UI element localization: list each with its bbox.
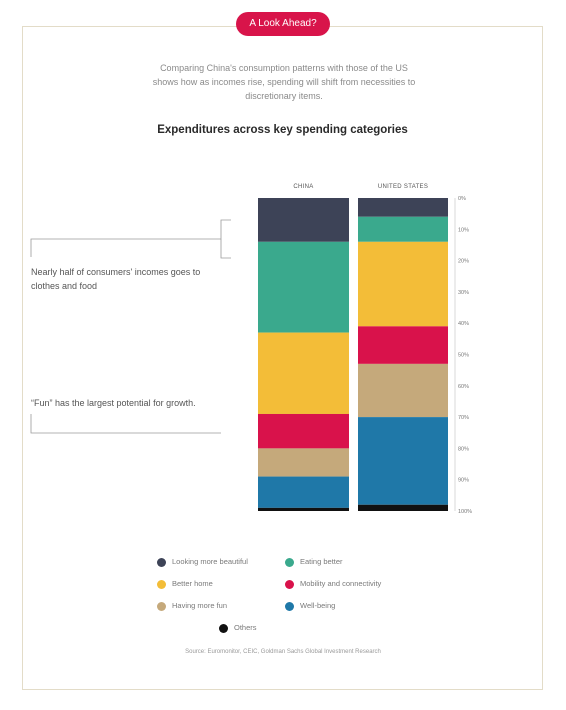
leader-line-1-bracket [220, 239, 231, 259]
bar-united-states-better-home [358, 241, 448, 327]
legend-swatch [285, 579, 294, 589]
y-tick-label: 50% [458, 353, 469, 359]
annotation-food-clothes: Nearly half of consumers' incomes goes t… [31, 267, 201, 291]
bar-china-having-more-fun [258, 448, 349, 477]
legend-item-well-being: Well-being [285, 601, 335, 611]
y-tick-label: 80% [458, 446, 469, 452]
column-label-china: CHINA [293, 184, 314, 190]
bar-china-better-home [258, 332, 349, 414]
legend-label: Better home [172, 579, 213, 588]
legend-item-looking-more-beautiful: Looking more beautiful [157, 557, 248, 567]
y-tick-label: 100% [458, 509, 472, 515]
bar-china-mobility-and-connectivity [258, 413, 349, 449]
y-tick-label: 0% [458, 196, 466, 202]
legend-label: Having more fun [172, 601, 228, 610]
bar-united-states-mobility-and-connectivity [358, 326, 448, 364]
bar-china-looking-more-beautiful [258, 198, 349, 242]
legend-label: Others [234, 623, 257, 632]
legend-swatch [157, 557, 166, 567]
legend-item-better-home: Better home [157, 579, 213, 589]
subtitle: Comparing China's consumption patterns w… [152, 63, 416, 101]
y-tick-label: 10% [458, 227, 469, 233]
y-tick-label: 70% [458, 415, 469, 421]
bar-united-states-well-being [358, 417, 448, 505]
y-tick-label: 40% [458, 321, 469, 327]
y-tick-label: 60% [458, 384, 469, 390]
column-label-us: UNITED STATES [377, 184, 429, 190]
legend-label: Eating better [300, 557, 343, 566]
bar-united-states-eating-better [358, 216, 448, 242]
bars-layer [258, 198, 448, 511]
bar-united-states-having-more-fun [358, 363, 448, 418]
annotation-fun-growth: “Fun” has the largest potential for grow… [31, 398, 196, 408]
legend-swatch [285, 557, 294, 567]
annotation-leader-lines [30, 219, 231, 434]
ticks-layer: 0% 10% 20% 30% 40% 50% 60% 70% 80% 90% 100% [454, 196, 472, 515]
legend-swatch [157, 579, 166, 589]
source-note: Source: Euromonitor, CEIC, Goldman Sachs… [185, 649, 381, 655]
legend-swatch [285, 601, 294, 611]
legend-item-having-more-fun: Having more fun [157, 601, 227, 611]
legend-label: Well-being [300, 601, 336, 610]
bar-china-well-being [258, 476, 349, 508]
legend-label: Looking more beautiful [172, 557, 248, 566]
bar-united-states-looking-more-beautiful [358, 198, 448, 217]
legend-swatch [219, 623, 228, 633]
y-tick-label: 30% [458, 290, 469, 296]
leader-line-1 [30, 219, 231, 257]
legend-swatch [157, 601, 166, 611]
section-pill: A Look Ahead? [236, 12, 330, 36]
leader-line-2 [30, 414, 221, 434]
legend-item-others: Others [219, 623, 257, 633]
y-tick-label: 90% [458, 478, 469, 484]
legend-item-mobility-and-connectivity: Mobility and connectivity [285, 579, 381, 589]
bar-united-states-others [358, 504, 448, 511]
y-tick-label: 20% [458, 259, 469, 265]
bar-china-eating-better [258, 241, 349, 333]
legend-item-eating-better: Eating better [285, 557, 343, 567]
chart-title: Expenditures across key spending categor… [157, 124, 408, 136]
bar-china-others [258, 507, 349, 511]
legend-label: Mobility and connectivity [300, 579, 382, 588]
